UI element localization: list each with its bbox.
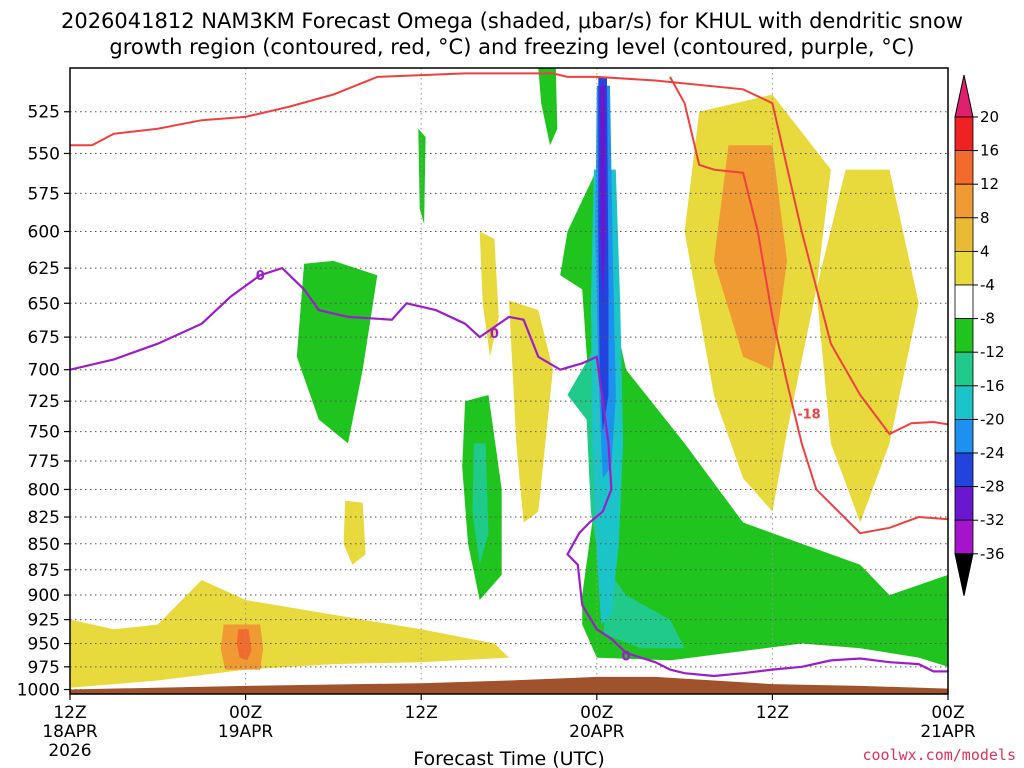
colorbar-label-2: 12: [980, 175, 999, 193]
colorbar-label-11: -28: [980, 478, 1005, 496]
colorbar-label-6: -8: [980, 310, 995, 328]
x-axis-label: Forecast Time (UTC): [413, 748, 604, 768]
y-tick-label-525: 525: [28, 103, 60, 123]
omega-region-weak_rise: [479, 231, 499, 357]
colorbar-bottom-arrow: [954, 553, 974, 596]
colorbar-swatch-8: [954, 385, 974, 420]
y-tick-label-700: 700: [28, 361, 60, 381]
colorbar-label-1: 16: [980, 142, 999, 160]
x-tick-date-36: 20APR: [569, 722, 625, 742]
y-tick-label-650: 650: [28, 294, 60, 314]
y-tick-label-600: 600: [28, 222, 60, 242]
plot-area: -18 0 0 0: [70, 68, 948, 694]
colorbar-swatch-4: [954, 250, 974, 286]
y-tick-label-750: 750: [28, 423, 60, 443]
y-tick-label-1000: 1000: [17, 681, 60, 701]
x-tick-label-48: 12Z: [756, 703, 789, 723]
y-tick-label-875: 875: [28, 561, 60, 581]
y-tick-label-550: 550: [28, 144, 60, 164]
colorbar-label-13: -36: [980, 545, 1005, 563]
colorbar-label-5: -4: [980, 276, 995, 294]
x-tick-date-60: 21APR: [920, 722, 976, 742]
terrain-layer: [70, 676, 948, 694]
colorbar-swatch-11: [954, 486, 974, 521]
colorbar-swatch-1: [954, 150, 974, 185]
omega-region-moderate_rise: [713, 145, 787, 370]
omega-region-intense_sink: [599, 85, 606, 304]
y-tick-label-625: 625: [28, 259, 60, 279]
chart-title-line-2: growth region (contoured, red, °C) and f…: [109, 35, 914, 59]
colorbar-label-9: -20: [980, 410, 1005, 428]
y-tick-label-850: 850: [28, 535, 60, 555]
omega-region-strong_rise: [236, 629, 252, 661]
x-tick-date-12: 19APR: [218, 722, 274, 742]
x-tick-label-24: 12Z: [405, 703, 438, 723]
credit-text: coolwx.com/models: [862, 746, 1016, 764]
colorbar-label-3: 8: [980, 209, 990, 227]
plot-frame: [69, 67, 949, 695]
freezing-level-line: [70, 266, 948, 678]
freezing-level-label-3: 0: [622, 650, 631, 665]
colorbar-swatch-3: [954, 217, 974, 252]
x-tick-label-36: 00Z: [580, 703, 613, 723]
axes: 525 550 575 600 625 650 675 700 725 750 775 800 825 8…: [17, 103, 976, 761]
omega-region-moderate_sink: [472, 443, 489, 565]
gridlines: [70, 68, 948, 694]
dgz-isotherm-label: -18: [797, 407, 821, 422]
x-tick-year-0: 2026: [48, 741, 91, 761]
x-tick-date-0: 18APR: [42, 722, 98, 742]
x-tick-label-12: 00Z: [229, 703, 262, 723]
y-tick-label-950: 950: [28, 635, 60, 655]
x-tick-label-0: 12Z: [53, 703, 86, 723]
omega-region-weak_rise: [70, 580, 509, 688]
omega-region-weak_rise: [816, 169, 919, 523]
y-tick-label-575: 575: [28, 184, 60, 204]
y-tick-label-900: 900: [28, 586, 60, 606]
colorbar-swatch-6: [954, 318, 974, 353]
y-tick-label-975: 975: [28, 658, 60, 678]
colorbar-label-7: -12: [980, 343, 1005, 361]
colorbar-label-8: -16: [980, 377, 1005, 395]
y-tick-label-800: 800: [28, 480, 60, 500]
freezing-level-label-2: 0: [490, 327, 499, 342]
chart-title-line-1: 2026041812 NAM3KM Forecast Omega (shaded…: [61, 9, 963, 33]
colorbar: 20 16 12 8 4 -4 -8 -12 -16 -20 -24 -28 -32 -36: [954, 74, 1005, 596]
terrain-ground: [70, 676, 948, 694]
y-tick-label-725: 725: [28, 392, 60, 412]
colorbar-top-arrow: [954, 74, 974, 118]
colorbar-swatch-9: [954, 418, 974, 454]
colorbar-label-12: -32: [980, 511, 1005, 529]
omega-region-weak_rise: [509, 300, 553, 523]
colorbar-swatch-12: [954, 519, 974, 555]
y-tick-label-675: 675: [28, 328, 60, 348]
colorbar-label-10: -24: [980, 444, 1005, 462]
colorbar-swatch-10: [954, 452, 974, 487]
y-tick-label-925: 925: [28, 611, 60, 631]
colorbar-swatch-2: [954, 183, 974, 219]
y-tick-label-775: 775: [28, 452, 60, 472]
omega-region-weak_sink: [418, 128, 426, 224]
omega-shading-layer: [70, 68, 948, 688]
freezing-level-label-1: 0: [256, 269, 265, 284]
dgz-isotherm-0: [70, 72, 948, 436]
x-tick-label-60: 00Z: [931, 703, 964, 723]
colorbar-swatch-7: [954, 351, 974, 387]
colorbar-swatch-5: [954, 284, 974, 319]
contour-layer: -18 0 0 0: [70, 72, 948, 678]
omega-region-weak_sink: [538, 68, 558, 146]
colorbar-swatch-0: [954, 116, 974, 151]
omega-region-weak_sink: [560, 169, 948, 667]
colorbar-label-4: 4: [980, 242, 990, 260]
colorbar-label-0: 20: [980, 108, 999, 126]
dgz-isotherm-1: [669, 76, 948, 535]
y-tick-label-825: 825: [28, 508, 60, 528]
